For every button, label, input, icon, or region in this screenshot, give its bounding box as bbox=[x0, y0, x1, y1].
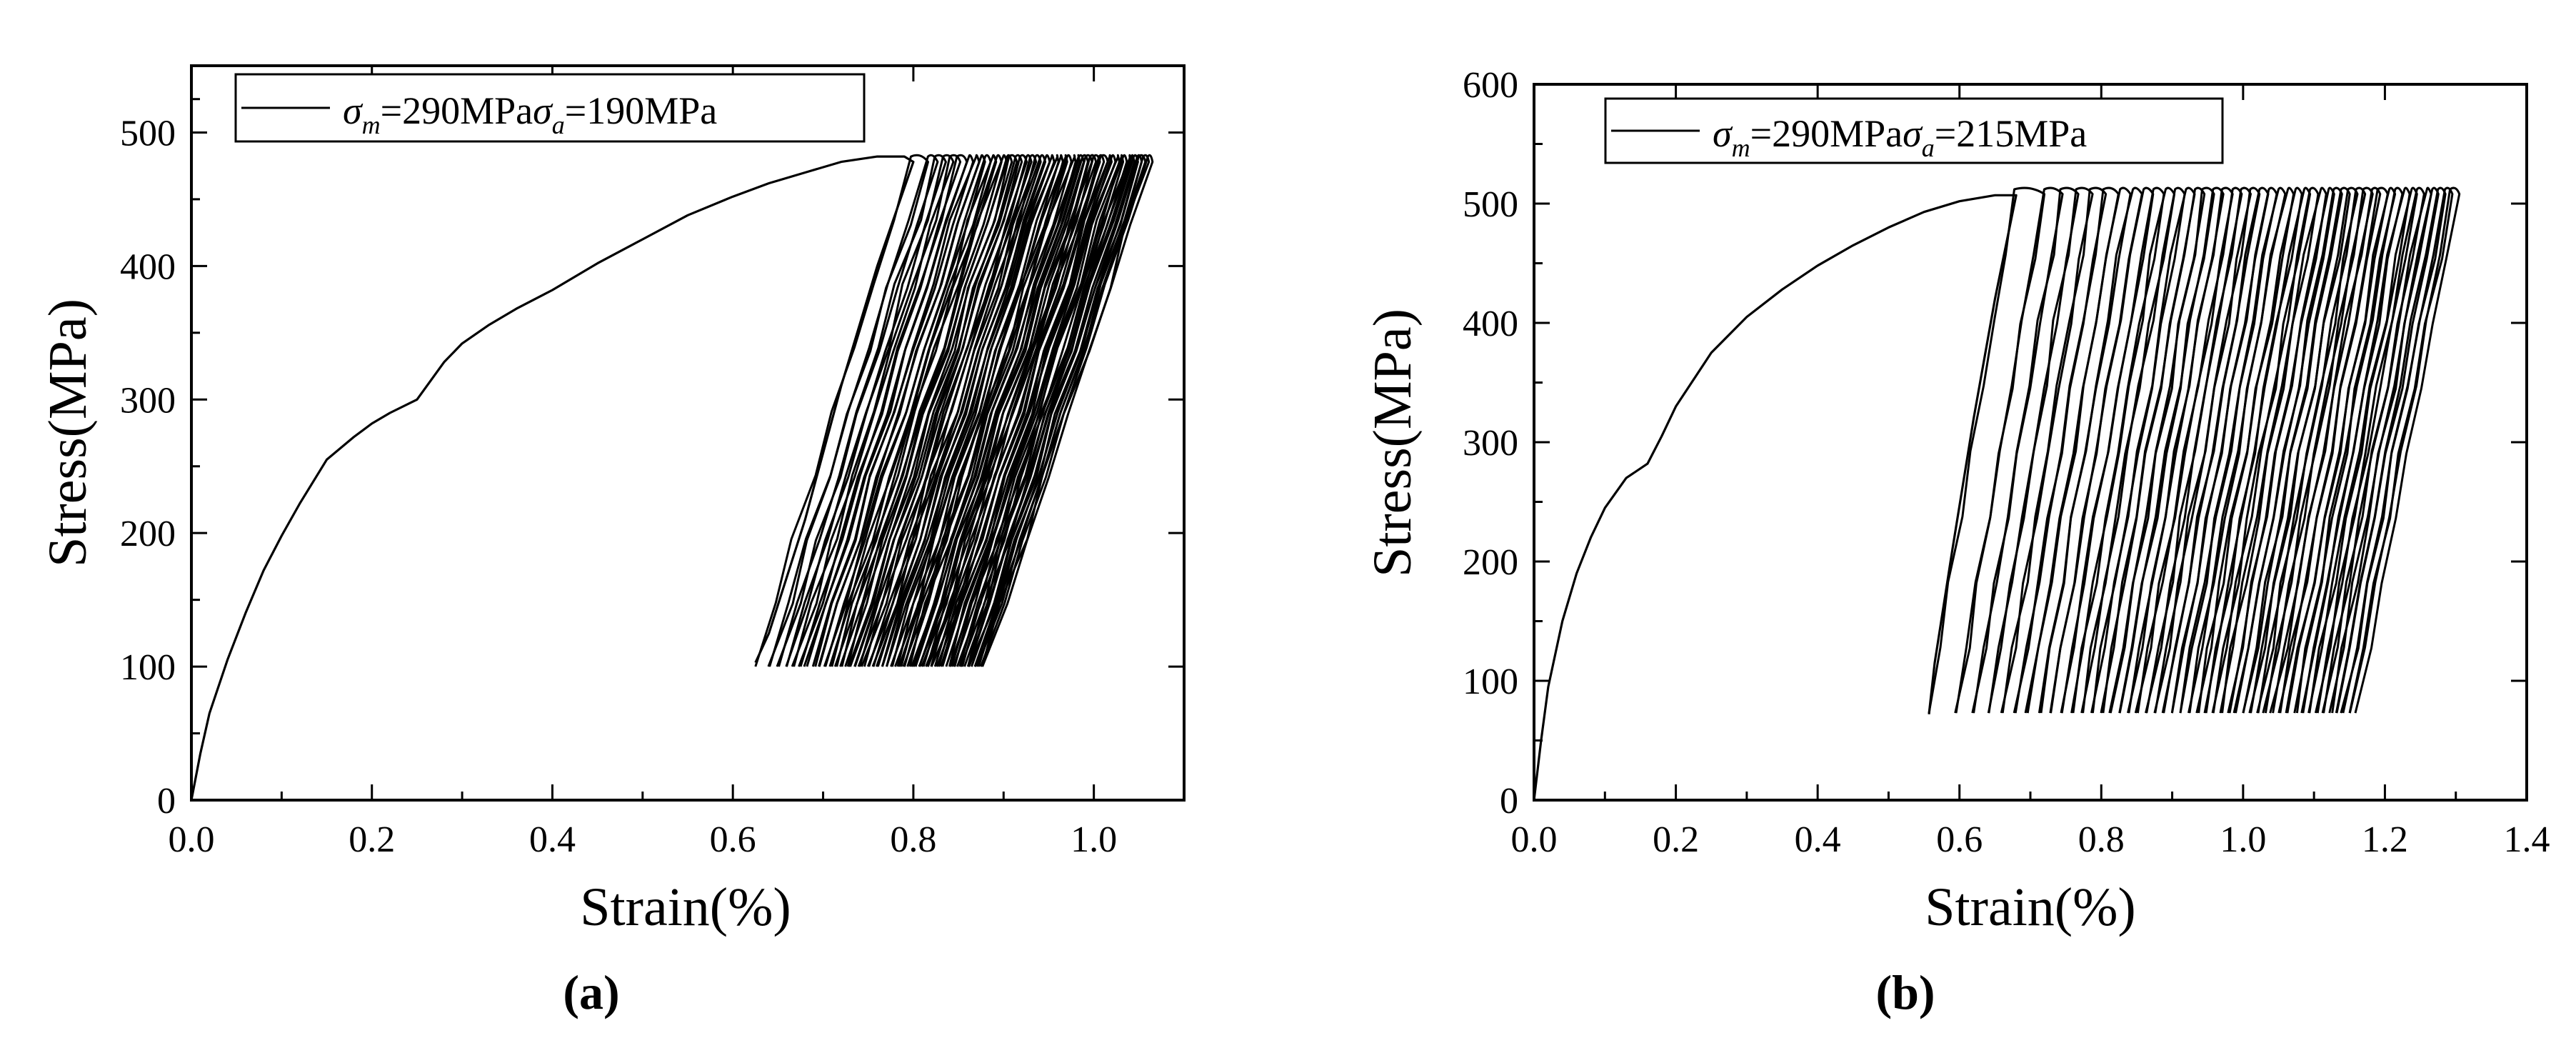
legend-box bbox=[234, 73, 866, 143]
legend-sigma-m-sub: m bbox=[1732, 134, 1750, 162]
panel-label: (a) bbox=[563, 965, 619, 1019]
y-tick-label: 200 bbox=[120, 514, 176, 554]
hysteresis-loop bbox=[849, 154, 1018, 667]
hysteresis-loop bbox=[2109, 186, 2215, 714]
hysteresis-loop bbox=[2300, 186, 2411, 714]
legend-box bbox=[1604, 97, 2224, 164]
legend-sigma-m-symbol: σ bbox=[343, 89, 364, 132]
y-tick-label: 500 bbox=[1463, 184, 1518, 225]
legend-sigma-m-value: =290MPa bbox=[381, 89, 533, 132]
legend-sigma-m-value: =290MPa bbox=[1750, 112, 1903, 155]
monotonic-loading-curve bbox=[1534, 194, 2018, 800]
x-tick-label: 0.4 bbox=[529, 819, 576, 860]
hysteresis-loop bbox=[799, 154, 968, 667]
hysteresis-loop bbox=[2014, 186, 2120, 714]
panel-label: (b) bbox=[1875, 965, 1935, 1019]
legend-sigma-m-sub: m bbox=[362, 111, 381, 139]
plot-area bbox=[191, 154, 1154, 800]
y-tick-label: 0 bbox=[1500, 781, 1518, 822]
x-axis-title: Strain(%) bbox=[580, 877, 791, 937]
legend-sigma-a-sub: a bbox=[552, 111, 565, 139]
y-tick-label: 300 bbox=[1463, 423, 1518, 464]
x-tick-label: 1.2 bbox=[2362, 819, 2408, 860]
legend: σm=290MPaσa=190MPa bbox=[234, 73, 866, 143]
hysteresis-loop bbox=[977, 154, 1151, 667]
x-tick-label: 0.6 bbox=[710, 819, 756, 860]
hysteresis-loop bbox=[793, 154, 962, 667]
y-tick-label: 500 bbox=[120, 113, 176, 154]
legend-sigma-a-value: =190MPa bbox=[565, 89, 718, 132]
hysteresis-loop bbox=[886, 154, 1056, 667]
monotonic-loading-curve bbox=[191, 155, 915, 800]
hysteresis-loop bbox=[2328, 186, 2440, 714]
legend-sigma-m-symbol: σ bbox=[1713, 112, 1733, 155]
hysteresis-loop bbox=[2307, 186, 2418, 714]
x-tick-label: 0.8 bbox=[2078, 819, 2125, 860]
legend: σm=290MPaσa=215MPa bbox=[1604, 97, 2224, 164]
x-tick-label: 0.2 bbox=[349, 819, 395, 860]
hysteresis-loop bbox=[2118, 186, 2225, 714]
hysteresis-loop bbox=[786, 154, 955, 667]
y-tick-label: 300 bbox=[120, 380, 176, 421]
hysteresis-loop bbox=[768, 154, 939, 667]
y-tick-label: 200 bbox=[1463, 542, 1518, 583]
hysteresis-loop bbox=[2257, 186, 2367, 714]
y-axis-title: Stress(MPa) bbox=[1363, 309, 1423, 577]
legend-sigma-a-symbol: σ bbox=[533, 89, 553, 132]
hysteresis-loop bbox=[858, 154, 1028, 667]
y-tick-label: 600 bbox=[1463, 65, 1518, 106]
x-tick-label: 1.0 bbox=[2220, 819, 2266, 860]
x-tick-label: 0.2 bbox=[1653, 819, 1699, 860]
hysteresis-loop bbox=[839, 154, 1008, 667]
x-tick-label: 0.6 bbox=[1936, 819, 1983, 860]
x-tick-label: 1.0 bbox=[1071, 819, 1117, 860]
hysteresis-loop bbox=[2170, 186, 2278, 714]
plot-area bbox=[1534, 186, 2461, 800]
chart-panel-a: 0.0 0.2 0.4 0.6 0.8 1.0 0 100 200 300 400 500 Strain… bbox=[38, 64, 1186, 1019]
x-axis-title: Strain(%) bbox=[1925, 877, 2135, 937]
hysteresis-loop bbox=[902, 154, 1073, 667]
x-tick-label: 0.4 bbox=[1795, 819, 1841, 860]
hysteresis-loop bbox=[941, 154, 1113, 667]
hysteresis-loop bbox=[853, 154, 1023, 667]
hysteresis-loop bbox=[2211, 186, 2320, 714]
hysteresis-loop bbox=[2342, 186, 2454, 714]
hysteresis-loop bbox=[2348, 186, 2461, 714]
hysteresis-loop bbox=[981, 154, 1154, 667]
hysteresis-loop bbox=[963, 154, 1136, 667]
legend-label: σm=290MPaσa=215MPa bbox=[1713, 112, 2087, 162]
x-tick-label: 1.4 bbox=[2504, 819, 2550, 860]
y-axis-title: Stress(MPa) bbox=[38, 299, 98, 567]
legend-label: σm=290MPaσa=190MPa bbox=[343, 89, 717, 139]
hysteresis-loop bbox=[2080, 186, 2186, 714]
chart-panel-b: 0.0 0.2 0.4 0.6 0.8 1.0 1.2 1.4 0 100 200 300 400 500… bbox=[1363, 65, 2550, 1019]
y-tick-label: 100 bbox=[1463, 662, 1518, 702]
legend-sigma-a-sub: a bbox=[1922, 134, 1935, 162]
plot-frame bbox=[190, 64, 1186, 802]
x-tick-label: 0.8 bbox=[890, 819, 936, 860]
hysteresis-loop bbox=[914, 154, 1086, 667]
hysteresis-loop bbox=[833, 154, 1003, 667]
x-tick-label: 0.0 bbox=[1511, 819, 1558, 860]
y-tick-label: 400 bbox=[120, 246, 176, 287]
y-tick-label: 0 bbox=[157, 781, 176, 822]
legend-sigma-a-symbol: σ bbox=[1903, 112, 1923, 155]
x-tick-label: 0.0 bbox=[169, 819, 215, 860]
legend-sigma-a-value: =215MPa bbox=[1935, 112, 2088, 155]
y-tick-label: 400 bbox=[1463, 304, 1518, 344]
y-tick-label: 100 bbox=[120, 647, 176, 688]
